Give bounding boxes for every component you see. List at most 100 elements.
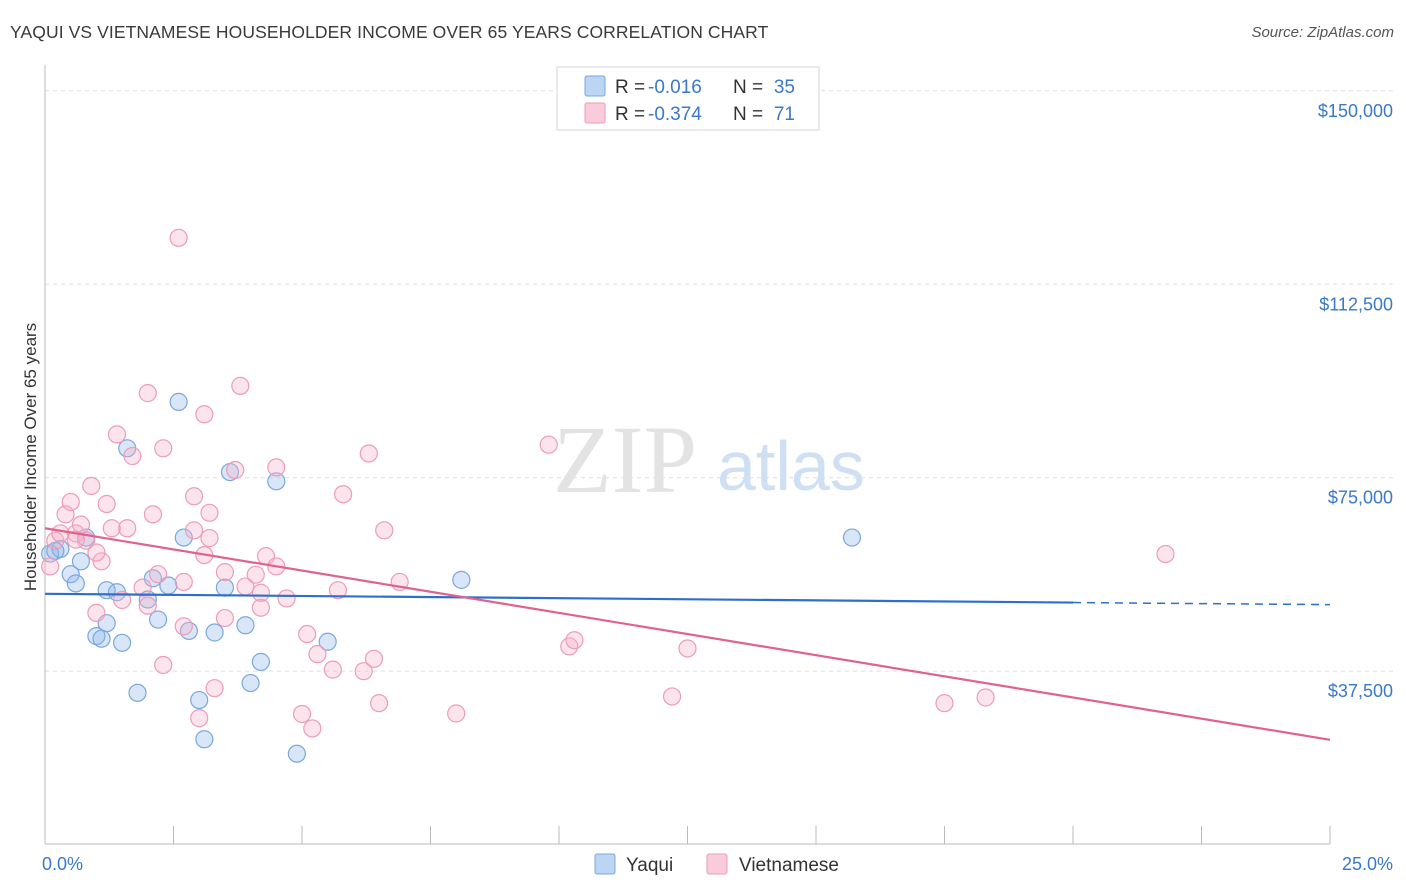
vietnamese-point	[308, 645, 327, 664]
vietnamese-point	[251, 583, 270, 602]
vietnamese-point	[976, 688, 995, 707]
legend-swatch	[584, 75, 606, 97]
vietnamese-trend-line	[44, 527, 1331, 741]
vietnamese-point	[375, 521, 394, 540]
source-label: Source: ZipAtlas.com	[1251, 24, 1394, 41]
yaqui-point	[267, 472, 286, 491]
vietnamese-point	[354, 662, 373, 681]
bottom-legend: Yaqui Vietnamese	[594, 853, 839, 876]
yaqui-point	[174, 528, 193, 547]
vietnamese-point	[323, 660, 342, 679]
vietnamese-point	[303, 719, 322, 738]
yaqui-point	[251, 652, 270, 671]
yaqui-point	[148, 610, 168, 629]
legend-swatch	[584, 102, 606, 124]
y-tick-label: $112,500	[1319, 294, 1393, 314]
vietnamese-point	[215, 608, 234, 628]
vietnamese-point	[205, 679, 224, 698]
vietnamese-point	[334, 485, 353, 504]
vietnamese-point	[195, 405, 214, 424]
vietnamese-point	[51, 524, 70, 543]
vietnamese-point	[190, 709, 209, 728]
yaqui-point	[87, 626, 106, 646]
yaqui-trend-line	[44, 592, 1074, 604]
vietnamese-point	[118, 519, 137, 538]
vietnamese-point	[112, 590, 132, 610]
vietnamese-point	[169, 228, 188, 247]
y-tick-labels: $150,000 $112,500 $75,000 $37,500	[1318, 101, 1393, 701]
bottom-legend-label: Yaqui	[626, 855, 673, 876]
y-tick-label: $75,000	[1328, 488, 1393, 508]
yaqui-point	[318, 632, 337, 651]
yaqui-point	[215, 578, 234, 597]
vietnamese-point	[251, 598, 270, 617]
legend-r-label: R =	[615, 104, 645, 125]
vietnamese-point	[41, 557, 60, 576]
bottom-legend-label: Vietnamese	[739, 855, 839, 876]
vietnamese-point	[123, 446, 142, 466]
watermark-zip: ZIP	[553, 406, 697, 513]
vietnamese-point	[133, 578, 152, 597]
vietnamese-point	[215, 563, 234, 582]
vietnamese-point	[200, 503, 219, 522]
legend-n-value: 35	[774, 77, 795, 98]
legend: R = -0.016 N = 35 R = -0.374 N = 71	[556, 66, 820, 131]
yaqui-point	[236, 616, 255, 635]
yaqui-point	[195, 730, 214, 749]
vietnamese-point	[61, 492, 80, 512]
legend-r-label: R =	[615, 77, 645, 98]
vietnamese-point	[231, 376, 250, 395]
watermark: ZIP atlas	[553, 406, 865, 513]
data-points	[41, 228, 1175, 763]
yaqui-point	[71, 552, 91, 571]
vietnamese-point	[82, 476, 101, 496]
vietnamese-point	[143, 505, 163, 524]
yaqui-point	[61, 565, 80, 584]
yaqui-point	[452, 570, 471, 589]
yaqui-point	[287, 744, 306, 763]
trend-lines	[44, 527, 1331, 741]
yaqui-point	[241, 673, 260, 693]
yaqui-trend-extension	[1072, 601, 1331, 606]
vietnamese-point	[298, 624, 317, 644]
vietnamese-point	[174, 572, 193, 592]
vietnamese-point	[678, 639, 697, 658]
vietnamese-point	[138, 596, 157, 615]
vietnamese-point	[102, 519, 121, 538]
x-tick-labels: 0.0% 25.0%	[42, 854, 1393, 874]
vietnamese-point	[87, 543, 106, 562]
yaqui-point	[66, 574, 85, 593]
vietnamese-point	[184, 487, 204, 506]
vietnamese-point	[200, 528, 219, 548]
vietnamese-point	[148, 565, 168, 584]
vietnamese-point	[174, 617, 193, 636]
vietnamese-point	[154, 655, 173, 675]
vietnamese-point	[565, 631, 584, 650]
y-tick-label: $150,000	[1318, 101, 1393, 121]
legend-r-value: -0.016	[648, 77, 702, 98]
y-tick-label: $37,500	[1328, 681, 1393, 701]
vietnamese-point	[87, 603, 106, 622]
vietnamese-point	[267, 458, 286, 477]
yaqui-point	[842, 528, 862, 547]
yaqui-point	[112, 633, 132, 652]
chart-title: YAQUI VS VIETNAMESE HOUSEHOLDER INCOME O…	[10, 22, 769, 42]
vietnamese-point	[447, 704, 466, 723]
vietnamese-point	[370, 694, 389, 713]
vietnamese-point	[364, 649, 384, 668]
bottom-legend-swatch	[706, 853, 728, 875]
vietnamese-point	[226, 460, 245, 480]
vietnamese-point	[138, 384, 157, 403]
axes	[44, 65, 1331, 845]
y-axis-title: Householder Income Over 65 years	[21, 323, 40, 591]
bottom-legend-swatch	[594, 853, 616, 875]
watermark-atlas: atlas	[717, 427, 865, 505]
vietnamese-point	[292, 704, 312, 724]
yaqui-point	[169, 392, 188, 411]
vietnamese-point	[154, 439, 173, 458]
vietnamese-point	[539, 435, 558, 454]
vietnamese-point	[1156, 544, 1175, 564]
x-tick-label-min: 0.0%	[42, 854, 83, 874]
vietnamese-point	[359, 444, 378, 463]
